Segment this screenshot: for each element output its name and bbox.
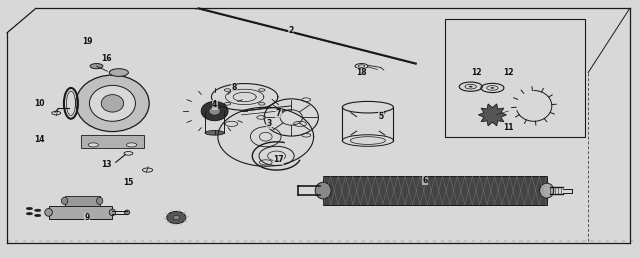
Text: 15: 15: [124, 178, 134, 187]
Ellipse shape: [101, 95, 124, 112]
Text: 10: 10: [34, 99, 44, 108]
Text: 7: 7: [276, 109, 281, 118]
Ellipse shape: [109, 209, 116, 216]
Ellipse shape: [201, 101, 228, 121]
Ellipse shape: [540, 183, 554, 198]
Text: 19: 19: [82, 37, 92, 46]
Ellipse shape: [209, 107, 220, 115]
Bar: [445, 19, 585, 137]
Circle shape: [127, 143, 137, 147]
Circle shape: [35, 209, 41, 212]
Ellipse shape: [76, 75, 149, 132]
Circle shape: [468, 86, 472, 87]
Ellipse shape: [45, 208, 52, 216]
Bar: [49, 206, 113, 219]
Bar: [65, 196, 100, 206]
Ellipse shape: [61, 197, 68, 204]
Text: 6: 6: [423, 176, 428, 185]
Text: 14: 14: [34, 135, 44, 144]
Circle shape: [88, 143, 99, 147]
Ellipse shape: [167, 211, 186, 224]
Text: 5: 5: [378, 112, 383, 121]
Text: 13: 13: [101, 160, 111, 170]
Bar: [323, 176, 547, 205]
Text: 12: 12: [471, 68, 482, 77]
Circle shape: [490, 87, 494, 89]
Text: 2: 2: [289, 26, 294, 35]
Bar: [81, 135, 145, 148]
Text: 18: 18: [356, 68, 367, 77]
Ellipse shape: [205, 131, 224, 135]
Text: 4: 4: [212, 100, 217, 109]
Circle shape: [26, 212, 33, 215]
Text: 11: 11: [503, 123, 514, 132]
Ellipse shape: [90, 85, 136, 121]
Circle shape: [26, 207, 33, 210]
Text: 16: 16: [101, 54, 111, 63]
Ellipse shape: [97, 197, 103, 204]
Text: 9: 9: [84, 213, 90, 222]
Text: 17: 17: [273, 155, 284, 164]
Ellipse shape: [173, 215, 179, 220]
Polygon shape: [478, 104, 506, 126]
Circle shape: [109, 69, 129, 76]
Text: 3: 3: [266, 119, 271, 128]
Circle shape: [90, 63, 103, 69]
Text: 12: 12: [503, 68, 514, 77]
Ellipse shape: [316, 182, 331, 199]
Text: 8: 8: [231, 83, 236, 92]
Ellipse shape: [125, 210, 130, 215]
Circle shape: [35, 214, 41, 217]
